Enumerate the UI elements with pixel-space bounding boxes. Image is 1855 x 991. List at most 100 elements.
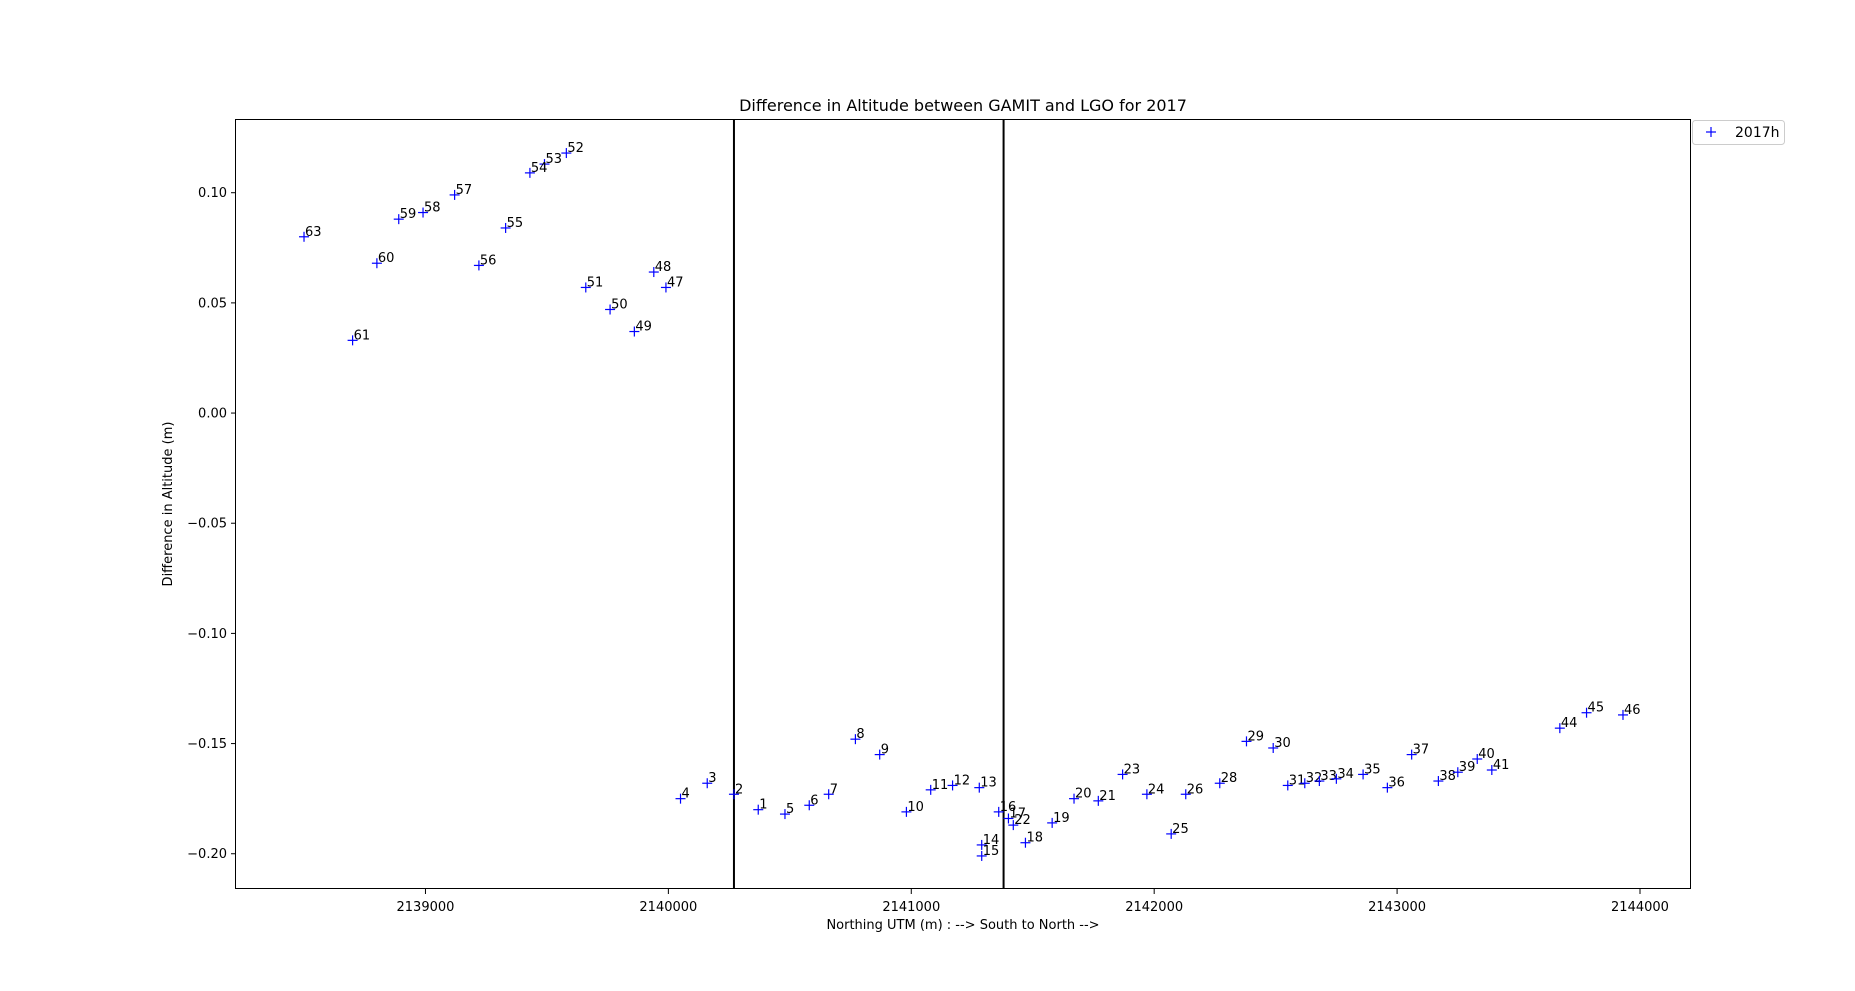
point-label: 57 [456, 183, 473, 198]
point-label: 37 [1413, 743, 1430, 758]
point-label: 54 [531, 161, 548, 176]
point-label: 55 [507, 216, 524, 231]
point-label: 24 [1148, 782, 1165, 797]
point-label: 63 [305, 225, 322, 240]
point-label: 28 [1221, 771, 1238, 786]
point-label: 7 [830, 782, 838, 797]
data-point: 46 [1617, 703, 1641, 720]
y-tick-label: 0.05 [198, 296, 227, 311]
data-point: 11 [925, 778, 948, 795]
point-label: 12 [954, 773, 971, 788]
data-point: 39 [1452, 760, 1476, 778]
data-point: 51 [580, 275, 604, 293]
point-label: 26 [1187, 782, 1204, 797]
y-axis-ticks: 0.10 0.05 0.00 −0.05 −0.10 −0.15 −0.20 [187, 186, 236, 862]
point-label: 4 [682, 787, 690, 802]
data-point: 31 [1282, 773, 1306, 791]
point-label: 60 [378, 251, 395, 266]
x-tick-label: 2141000 [882, 900, 940, 915]
y-tick-label: −0.10 [187, 627, 227, 642]
data-point: 12 [947, 773, 971, 791]
y-tick-label: −0.20 [187, 847, 227, 862]
data-point: 63 [299, 225, 322, 242]
point-label: 53 [545, 152, 562, 167]
data-point: 22 [1008, 813, 1031, 831]
data-point: 17 [1003, 806, 1026, 824]
point-label: 20 [1075, 787, 1092, 802]
data-point: 40 [1472, 747, 1495, 764]
point-label: 35 [1364, 762, 1381, 777]
data-point: 14 [976, 833, 999, 850]
point-label: 34 [1337, 767, 1354, 782]
data-point: 24 [1141, 782, 1165, 800]
x-tick-label: 2143000 [1368, 900, 1426, 915]
point-label: 40 [1478, 747, 1495, 762]
data-point: 2 [728, 782, 743, 800]
y-tick-label: 0.10 [198, 186, 227, 201]
data-point: 41 [1486, 758, 1509, 776]
point-label: 9 [881, 743, 889, 758]
point-label: 36 [1388, 776, 1405, 791]
point-label: 47 [667, 275, 684, 290]
legend: 2017h [1692, 120, 1785, 145]
point-label: 48 [655, 260, 672, 275]
data-point: 18 [1020, 831, 1043, 848]
data-point: 30 [1268, 736, 1291, 753]
legend-marker-plus [1706, 127, 1716, 137]
point-label: 61 [354, 328, 371, 343]
point-label: 6 [810, 793, 818, 808]
data-point: 49 [629, 320, 652, 337]
data-point: 47 [660, 275, 684, 293]
data-point: 16 [993, 800, 1017, 817]
data-point: 10 [901, 800, 924, 817]
data-point: 28 [1214, 771, 1238, 789]
point-label: 49 [635, 320, 652, 335]
y-axis-label: Difference in Altitude (m) [161, 422, 176, 587]
point-label: 39 [1459, 760, 1476, 775]
point-label: 2 [735, 782, 743, 797]
point-label: 51 [587, 275, 604, 290]
point-label: 21 [1099, 789, 1116, 804]
point-label: 31 [1289, 773, 1306, 788]
data-point: 25 [1166, 822, 1189, 839]
data-point: 37 [1406, 743, 1430, 760]
data-point: 52 [561, 141, 584, 159]
point-label: 46 [1624, 703, 1641, 718]
point-label: 3 [708, 771, 716, 786]
data-point: 4 [675, 787, 690, 804]
x-tick-label: 2140000 [639, 900, 697, 915]
data-point: 15 [976, 844, 1000, 861]
data-point: 7 [823, 782, 838, 800]
data-point: 61 [347, 328, 371, 346]
data-point: 60 [371, 251, 395, 269]
data-point: 9 [874, 743, 889, 760]
x-tick-label: 2144000 [1611, 900, 1669, 915]
x-tick-label: 2142000 [1125, 900, 1183, 915]
data-point: 58 [418, 201, 441, 218]
point-label: 59 [400, 207, 417, 222]
data-point: 59 [393, 207, 417, 225]
data-point: 20 [1069, 787, 1092, 804]
data-point: 50 [605, 297, 628, 315]
legend-box [1692, 120, 1785, 145]
data-point: 23 [1117, 762, 1141, 780]
point-label: 38 [1439, 769, 1456, 784]
data-point: 38 [1433, 769, 1456, 787]
point-label: 44 [1561, 716, 1578, 731]
point-label: 25 [1172, 822, 1189, 837]
point-label: 15 [983, 844, 1000, 859]
point-label: 50 [611, 297, 628, 312]
point-label: 56 [480, 253, 497, 268]
data-point: 8 [850, 727, 865, 745]
point-label: 16 [1000, 800, 1017, 815]
y-tick-label: 0.00 [198, 407, 227, 422]
data-point: 34 [1331, 767, 1354, 784]
legend-label: 2017h [1735, 125, 1780, 141]
data-point: 32 [1299, 771, 1323, 789]
data-point: 54 [524, 161, 548, 178]
point-label: 32 [1306, 771, 1323, 786]
point-label: 23 [1124, 762, 1141, 777]
point-label: 1 [759, 798, 767, 813]
